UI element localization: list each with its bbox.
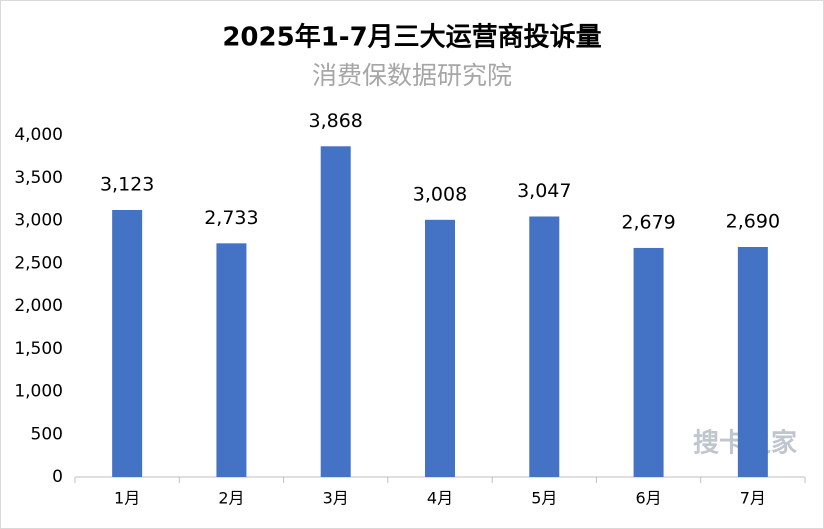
y-tick-label: 1,500 [14,339,63,359]
bar [633,247,664,477]
x-tick-label: 5月 [531,489,557,508]
x-tick-label: 7月 [740,489,766,508]
y-tick-label: 0 [52,467,63,487]
chart-title: 2025年1-7月三大运营商投诉量 [222,22,601,53]
data-label: 3,047 [517,180,571,202]
bar [425,219,455,478]
data-label: 3,868 [309,110,363,132]
data-label: 2,679 [621,211,675,233]
y-tick-label: 3,000 [14,211,63,231]
bar [320,146,351,477]
bar [737,247,768,477]
x-tick-label: 3月 [323,489,349,508]
data-label: 3,123 [100,173,154,195]
x-tick-label: 2月 [218,489,244,508]
x-tick-label: 4月 [427,489,453,508]
data-label: 3,008 [413,183,467,205]
y-tick-label: 2,500 [14,253,63,273]
x-tick-label: 1月 [114,489,140,508]
y-tick-label: 500 [31,424,63,444]
y-tick-label: 3,500 [14,168,63,188]
x-tick-label: 6月 [635,489,661,508]
data-label: 2,733 [204,207,258,229]
y-tick-label: 1,000 [14,382,63,402]
bar [529,216,560,477]
data-label: 2,690 [726,211,780,233]
bar [216,243,247,477]
chart-subtitle: 消费保数据研究院 [312,61,512,90]
y-tick-label: 4,000 [14,125,63,145]
y-tick-label: 2,000 [14,296,63,316]
bar [112,209,143,477]
